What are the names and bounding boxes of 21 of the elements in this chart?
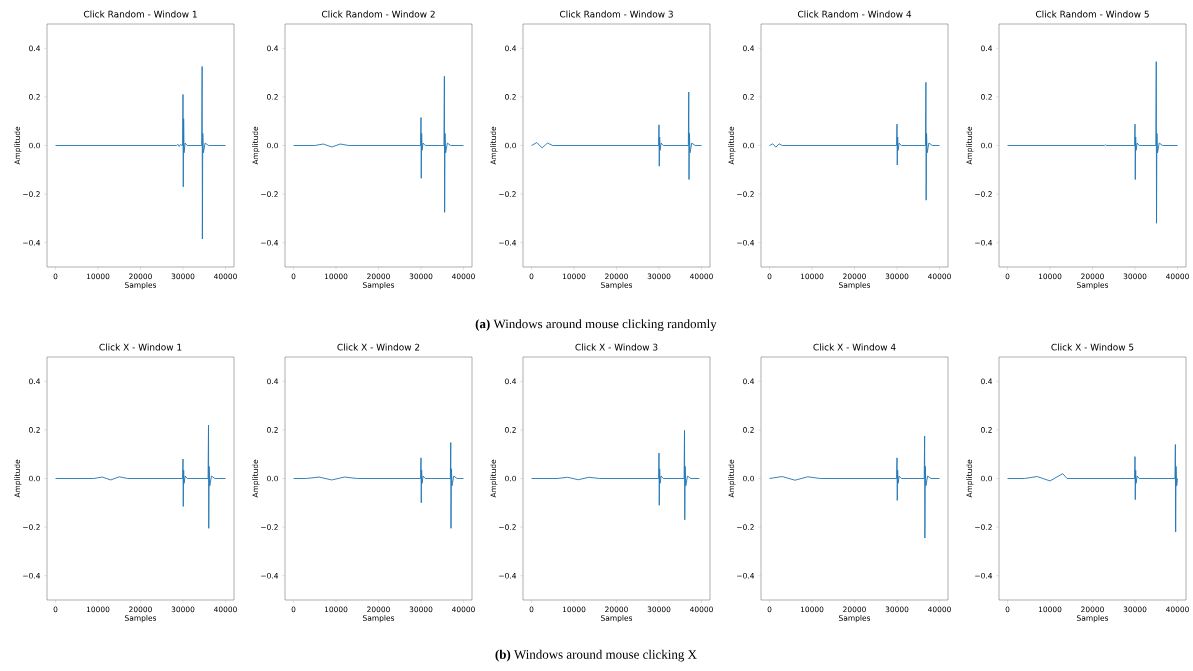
chart-title: Click Random - Window 4 [797, 10, 912, 18]
line-series [55, 424, 226, 529]
chart-title: Click X - Window 2 [337, 343, 420, 351]
chart-title: Click X - Window 4 [813, 343, 896, 351]
text: (b) Windows around mouse clicking X [495, 649, 697, 662]
line-series [769, 435, 940, 539]
line-series [293, 75, 464, 213]
chart-title: Click X - Window 3 [575, 343, 658, 351]
line-series [531, 91, 702, 180]
line-series [293, 442, 464, 529]
chart-title: Click Random - Window 5 [1035, 10, 1149, 18]
chart-title: Click Random - Window 1 [83, 10, 197, 18]
chart-title: Click Random - Window 3 [559, 10, 673, 18]
chart-title: Click X - Window 1 [99, 343, 182, 351]
chart-title: Click X - Window 5 [1051, 343, 1134, 351]
chart-title: Click Random - Window 2 [321, 10, 435, 18]
line-series [1007, 61, 1178, 224]
line-series [531, 429, 700, 521]
text: (a) Windows around mouse clicking randomly [475, 319, 717, 331]
line-series [55, 66, 226, 240]
line-series [769, 81, 940, 201]
